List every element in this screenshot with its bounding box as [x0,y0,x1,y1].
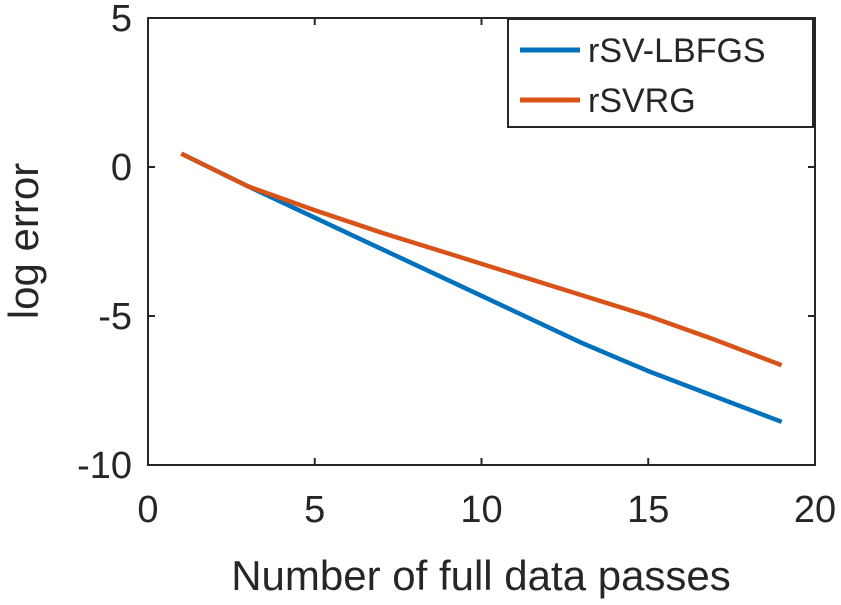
y-tick-label: 5 [111,0,132,40]
x-axis: 0 5 10 15 20 [137,18,836,531]
x-tick-label: 10 [460,489,502,531]
x-tick-label: 0 [137,489,158,531]
y-tick-label: 0 [111,147,132,189]
y-axis: 5 0 -5 -10 [77,0,815,487]
y-tick-label: -10 [77,445,132,487]
series-line-rsv-lbfgs [180,151,783,424]
x-axis-title: Number of full data passes [231,552,731,599]
x-tick-label: 15 [627,489,669,531]
x-tick-label: 20 [794,489,836,531]
y-axis-title: log error [0,163,47,319]
y-tick-label: -5 [98,296,132,338]
series-line-rsvrg [180,151,783,368]
x-tick-label: 5 [304,489,325,531]
legend-label-rsvrg: rSVRG [588,82,696,120]
legend: rSV-LBFGS rSVRG [507,18,814,128]
legend-label-rsv-lbfgs: rSV-LBFGS [588,32,766,70]
series-lines [180,151,783,424]
legend-box [507,18,814,128]
